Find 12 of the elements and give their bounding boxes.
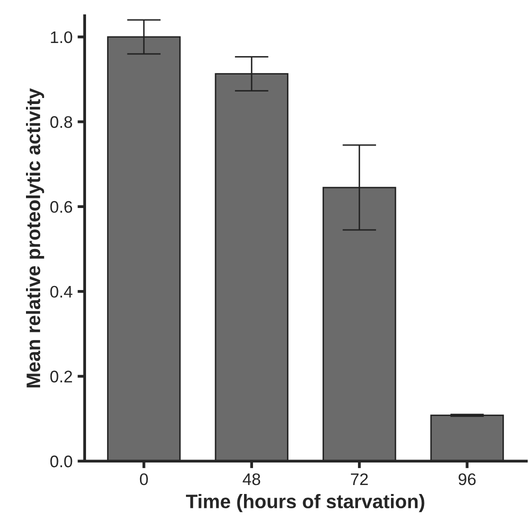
y-axis-title: Mean relative proteolytic activity bbox=[26, 88, 44, 388]
x-tick-label: 72 bbox=[350, 473, 368, 486]
y-tick-label: 0.8 bbox=[50, 116, 72, 128]
y-tick-label: 0.6 bbox=[50, 201, 72, 213]
y-tick-label: 0.4 bbox=[50, 286, 72, 298]
y-tick-label: 0.2 bbox=[50, 370, 72, 382]
y-tick-label: 0.0 bbox=[50, 456, 72, 468]
x-tick-label: 96 bbox=[458, 473, 476, 486]
x-tick-label: 0 bbox=[140, 473, 148, 486]
y-tick-label: 1.0 bbox=[50, 31, 72, 44]
x-axis-title: Time (hours of starvation) bbox=[186, 494, 424, 512]
x-tick-label: 48 bbox=[242, 473, 260, 486]
